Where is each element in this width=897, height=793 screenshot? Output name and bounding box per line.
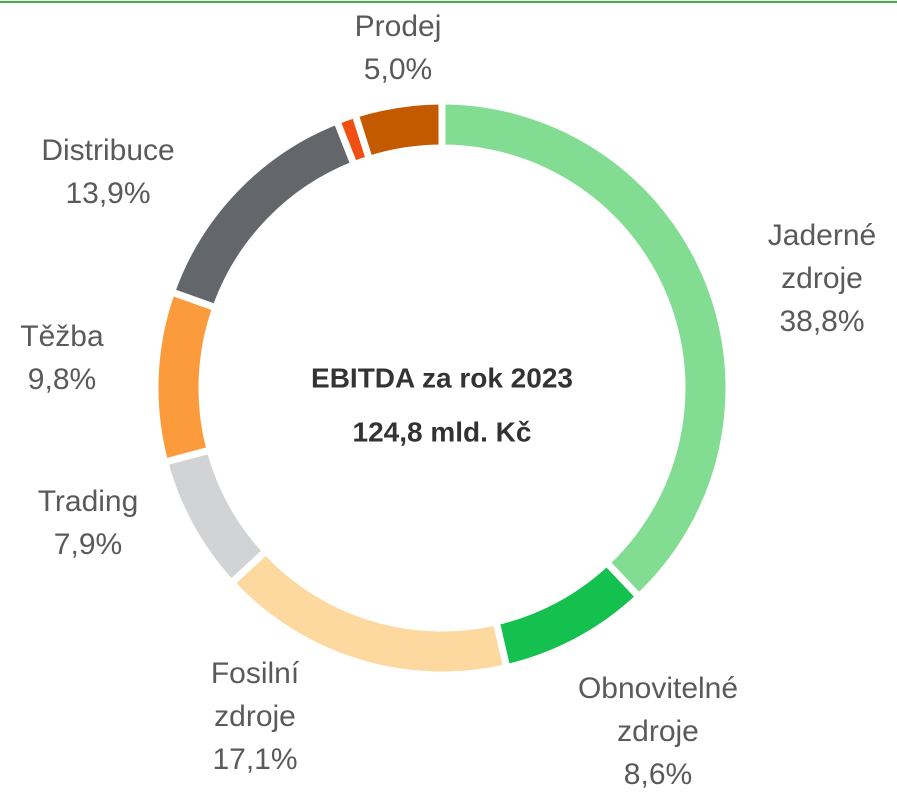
center-value: 124,8 mld. Kč (353, 416, 532, 447)
label-line: Těžba (20, 320, 104, 353)
label-line: zdroje (617, 715, 699, 748)
value-label: 13,9% (65, 177, 150, 210)
center-title: EBITDA za rok 2023 (311, 362, 573, 393)
donut-segment (151, 287, 221, 467)
label-line: Trading (38, 485, 139, 518)
label-line: Prodej (355, 10, 442, 43)
segment-label: Trading (38, 485, 139, 518)
value-label: 38,8% (779, 305, 864, 338)
value-label: 7,9% (54, 528, 122, 561)
label-line: zdroje (781, 262, 863, 295)
value-label: 9,8% (28, 363, 96, 396)
donut-segment (160, 445, 271, 588)
segment-label: Těžba (20, 320, 104, 353)
label-line: Obnovitelné (578, 672, 738, 705)
label-line: Fosilní (211, 657, 300, 690)
label-line: Distribuce (41, 134, 174, 167)
donut-segment (350, 97, 446, 164)
label-line: Jaderné (768, 219, 876, 252)
donut-segment (491, 557, 644, 672)
segment-label: Prodej (355, 10, 442, 43)
donut-segment (438, 97, 733, 602)
value-label: 5,0% (364, 53, 432, 86)
label-line: zdroje (214, 700, 296, 733)
value-label: 8,6% (624, 758, 692, 791)
value-label: 17,1% (212, 743, 297, 776)
segment-label: Jaderné zdroje (768, 219, 876, 295)
segment-label: Fosilní zdroje (211, 657, 300, 733)
segment-label: Distribuce (41, 134, 174, 167)
donut-segment (167, 116, 359, 313)
segment-label: Obnovitelné zdroje (578, 672, 738, 748)
